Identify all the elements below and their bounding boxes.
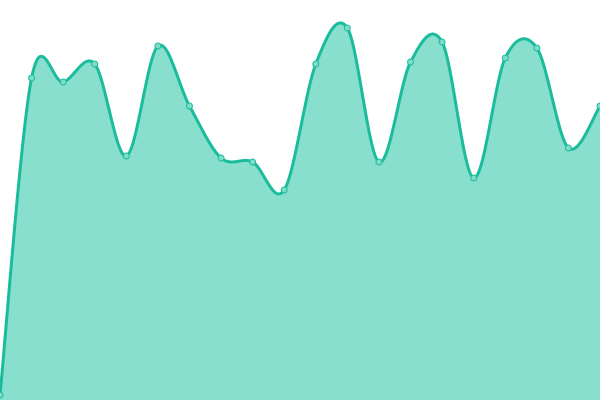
data-point-15 xyxy=(470,174,478,182)
data-point-12 xyxy=(375,158,383,166)
data-point-13 xyxy=(407,58,415,66)
data-point-10 xyxy=(312,60,320,68)
data-point-11 xyxy=(343,24,351,32)
data-point-5 xyxy=(154,42,162,50)
data-point-8 xyxy=(249,158,257,166)
series-line xyxy=(0,21,600,396)
data-point-0 xyxy=(0,391,4,399)
data-point-2 xyxy=(59,78,67,86)
data-point-17 xyxy=(533,44,541,52)
data-point-3 xyxy=(91,60,99,68)
data-point-19 xyxy=(596,102,600,110)
data-point-9 xyxy=(280,186,288,194)
data-point-6 xyxy=(185,102,193,110)
area-fill xyxy=(0,22,600,400)
data-point-4 xyxy=(122,152,130,160)
data-point-16 xyxy=(501,54,509,62)
data-markers xyxy=(0,24,600,399)
data-point-7 xyxy=(217,154,225,162)
data-point-14 xyxy=(438,38,446,46)
data-point-18 xyxy=(564,144,572,152)
data-point-1 xyxy=(28,74,36,82)
